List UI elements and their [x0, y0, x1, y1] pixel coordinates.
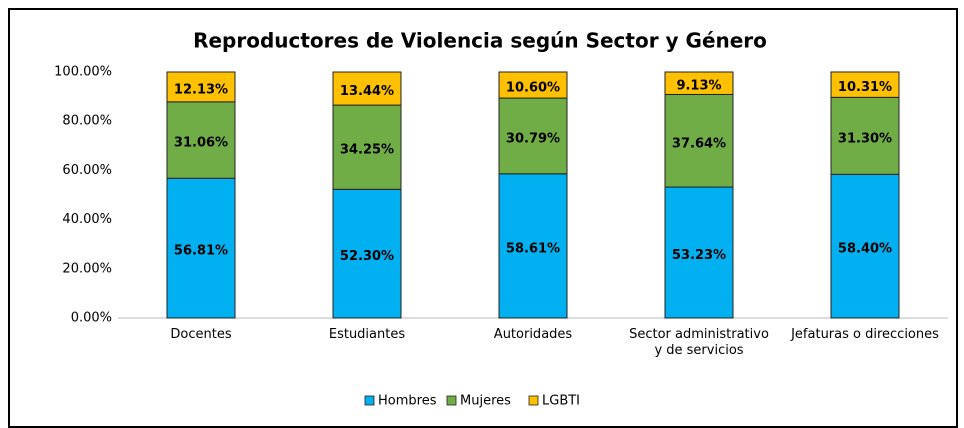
bar-segment	[830, 71, 900, 98]
y-tick-label: 40.00%	[62, 212, 112, 227]
bar-segment	[830, 96, 900, 175]
bar-segment	[498, 71, 568, 99]
y-tick-label: 0.00%	[71, 311, 112, 326]
page: Reproductores de Violencia según Sector …	[8, 8, 958, 428]
y-tick-label: 20.00%	[62, 261, 112, 276]
legend-label: LGBTI	[542, 394, 580, 409]
chart: Reproductores de Violencia según Sector …	[54, 29, 948, 409]
x-tick-label: Docentes	[170, 327, 232, 342]
legend-swatch	[528, 395, 539, 406]
bar-segment	[830, 173, 900, 319]
data-label: 30.79%	[506, 131, 560, 146]
data-label: 53.23%	[672, 248, 726, 263]
data-label: 12.13%	[174, 82, 228, 97]
data-label: 9.13%	[676, 79, 721, 94]
data-label: 10.31%	[838, 80, 892, 95]
data-label: 13.44%	[340, 84, 394, 99]
chart-title: Reproductores de Violencia según Sector …	[193, 29, 767, 53]
bar-segment	[664, 71, 734, 95]
bar-segment	[332, 104, 402, 190]
bar-segment	[166, 101, 236, 179]
bar-segment	[166, 177, 236, 319]
legend-label: Mujeres	[460, 394, 511, 409]
x-tick-label: Estudiantes	[328, 327, 406, 342]
legend-swatch	[446, 395, 457, 406]
bar-segment	[498, 173, 568, 319]
data-label: 10.60%	[506, 81, 560, 96]
data-label: 31.06%	[174, 136, 228, 151]
data-label: 52.30%	[340, 249, 394, 264]
legend-swatch	[364, 395, 375, 406]
data-label: 37.64%	[672, 136, 726, 151]
x-tick-label: Autoridades	[493, 327, 573, 342]
data-label: 31.30%	[838, 131, 892, 146]
y-tick-label: 80.00%	[62, 114, 112, 129]
x-tick-label: Jefaturas o direcciones	[791, 327, 939, 342]
bar-segment	[332, 71, 402, 106]
data-label: 58.61%	[506, 241, 560, 256]
bar-segment	[166, 71, 236, 103]
data-label: 58.40%	[838, 242, 892, 257]
y-tick-label: 60.00%	[62, 163, 112, 178]
bar-segment	[332, 188, 402, 319]
x-tick-label: Sector administrativo y de servicios	[629, 327, 769, 358]
bar-segment	[664, 93, 734, 188]
data-label: 34.25%	[340, 143, 394, 158]
legend-label: Hombres	[378, 394, 437, 409]
data-label: 56.81%	[174, 244, 228, 259]
y-tick-label: 100.00%	[54, 65, 112, 80]
bar-segment	[664, 186, 734, 319]
